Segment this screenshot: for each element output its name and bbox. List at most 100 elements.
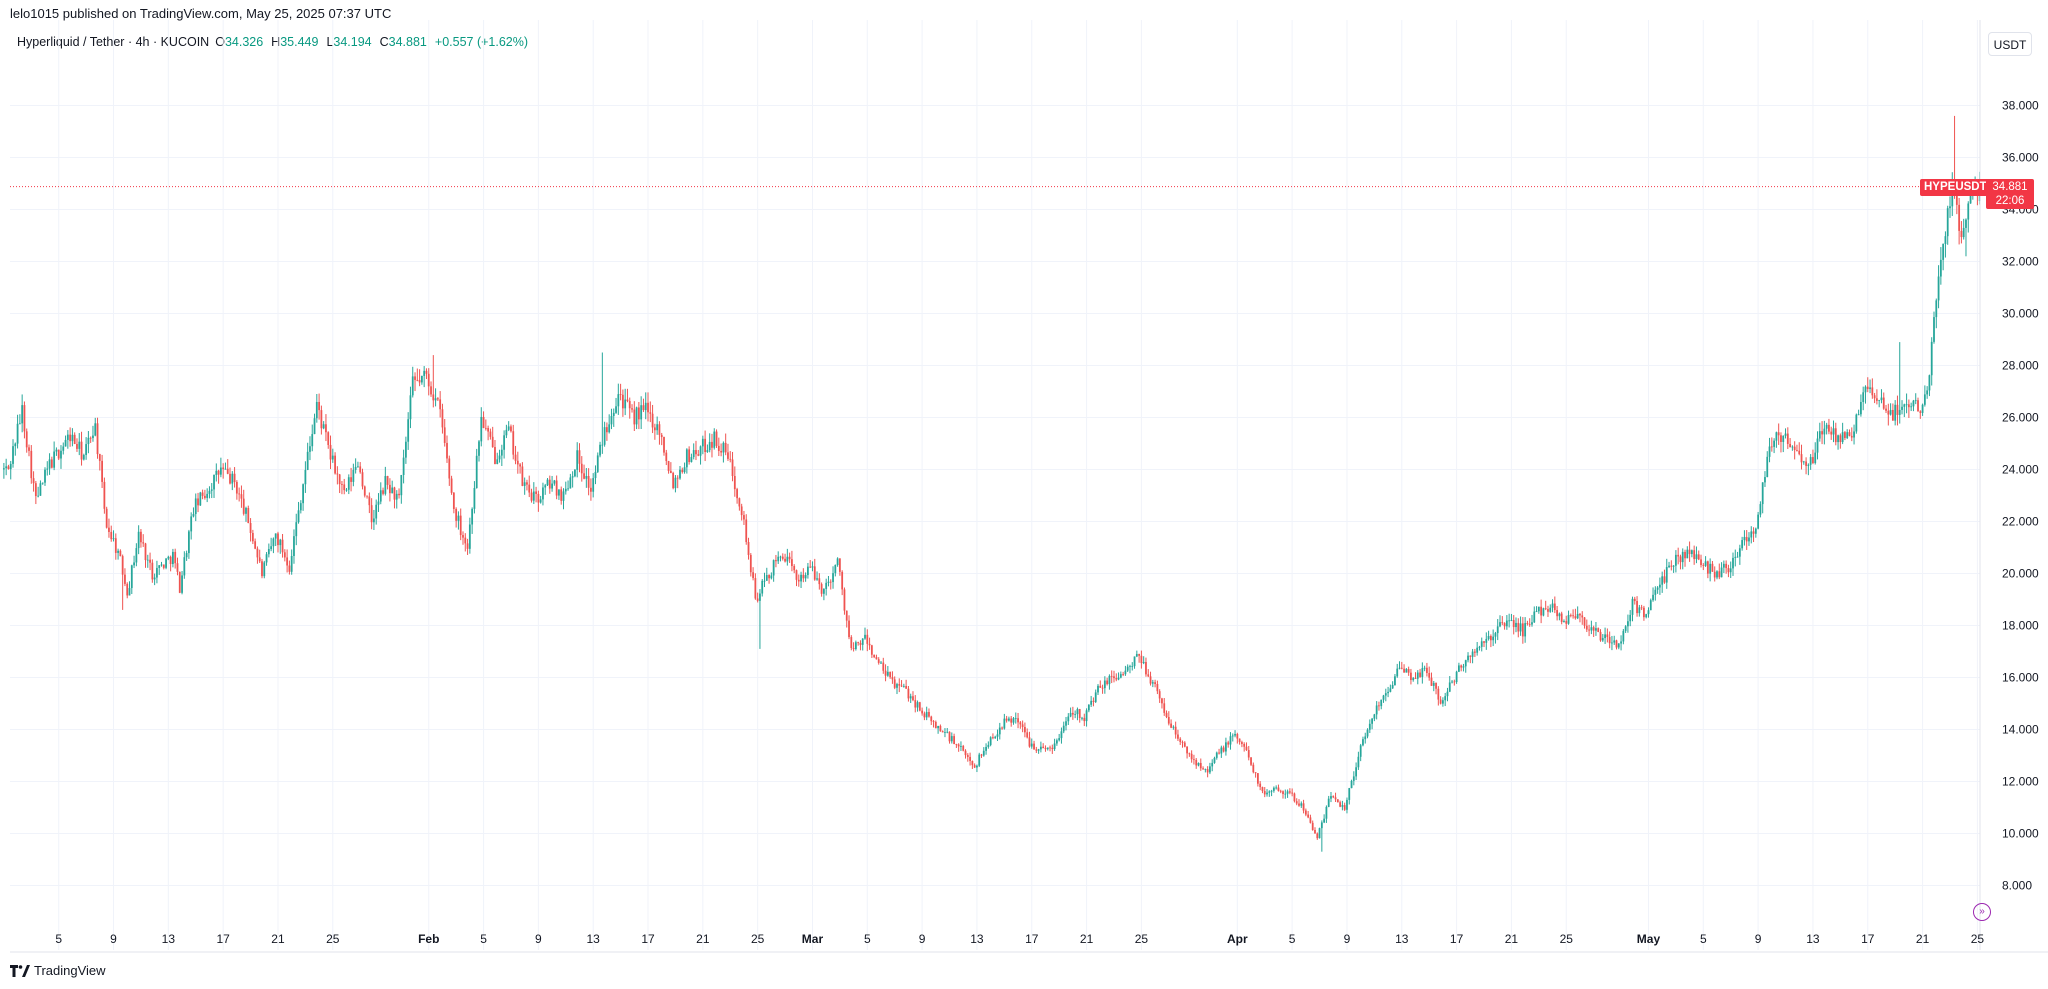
price-axis[interactable]: 8.00010.00012.00014.00016.00018.00020.00… — [2002, 99, 2039, 893]
candle-body — [1396, 668, 1399, 677]
candle-body — [1300, 803, 1303, 806]
candle — [98, 453, 101, 471]
candle-body — [14, 443, 17, 447]
candle — [420, 375, 423, 385]
candle-body — [567, 488, 569, 490]
candle — [1862, 386, 1865, 411]
candle — [1362, 736, 1364, 747]
candle — [1882, 392, 1885, 410]
candle-body — [105, 508, 108, 528]
candle-body — [327, 432, 330, 445]
candle — [1028, 731, 1031, 748]
candle-body — [1807, 464, 1810, 466]
candle — [377, 493, 380, 512]
candle-body — [736, 489, 738, 499]
candle-body — [1053, 743, 1056, 750]
candle-body — [1174, 726, 1177, 735]
candle — [873, 654, 876, 659]
candle-body — [73, 434, 76, 444]
goto-realtime-icon[interactable]: » — [1973, 903, 1991, 921]
candle — [1085, 708, 1088, 727]
candle — [1106, 677, 1109, 686]
candle — [1163, 698, 1166, 716]
candle-body — [60, 450, 62, 459]
candle-body — [877, 659, 880, 663]
candle-body — [1786, 433, 1789, 444]
candle — [190, 512, 193, 540]
candle-body — [181, 575, 183, 593]
candle-body — [1789, 443, 1791, 448]
candle-body — [439, 399, 442, 410]
candle — [1720, 562, 1723, 578]
candle-body — [1967, 203, 1970, 220]
candle — [1711, 561, 1714, 572]
candle — [1304, 808, 1307, 817]
candle-body — [1805, 461, 1807, 466]
candle-body — [822, 588, 825, 594]
time-tick-label: 5 — [55, 932, 62, 946]
candle — [1960, 221, 1963, 244]
candle — [1885, 404, 1887, 414]
candle — [1158, 689, 1161, 703]
candle — [822, 588, 825, 601]
candle-body — [1076, 709, 1079, 715]
candle-body — [1631, 598, 1634, 615]
candle-body — [571, 476, 574, 478]
candle — [1512, 615, 1515, 635]
candle-body — [121, 556, 124, 575]
candle — [544, 483, 547, 495]
candle — [487, 425, 490, 441]
candle-body — [763, 580, 766, 582]
candle-body — [574, 469, 576, 477]
candle-body — [836, 558, 839, 566]
candle-body — [827, 581, 830, 583]
candle-body — [1864, 386, 1867, 393]
candle — [854, 640, 857, 651]
candle-body — [1716, 571, 1718, 578]
candle-body — [331, 455, 334, 460]
candle-body — [1181, 741, 1184, 743]
candle — [1542, 607, 1545, 617]
candle — [1421, 662, 1424, 684]
candle — [1923, 385, 1926, 407]
candle — [583, 464, 585, 480]
candle — [1679, 554, 1682, 570]
candle-body — [126, 583, 129, 596]
candle-body — [1949, 206, 1951, 209]
candle-body — [37, 495, 40, 497]
time-axis[interactable]: 5 9 13 17 21 25 Feb 5 9 13 17 21 25 Mar 5 9 13 17 21 25 Apr 5… — [55, 932, 1984, 946]
candle — [1935, 298, 1938, 329]
candle-body — [208, 490, 211, 494]
candle-body — [1617, 643, 1620, 648]
candle — [66, 430, 69, 449]
candle — [838, 558, 841, 576]
candle-body — [1556, 610, 1559, 617]
candle — [140, 528, 142, 548]
candle — [1595, 621, 1597, 636]
candle — [1697, 550, 1700, 561]
candle-body — [1151, 682, 1154, 684]
candle-body — [891, 677, 894, 680]
candle-body — [1832, 428, 1835, 435]
candle — [1508, 613, 1511, 628]
candle — [706, 444, 709, 453]
candle — [731, 451, 734, 482]
candle — [523, 477, 526, 495]
candle — [1709, 558, 1712, 582]
candle-body — [523, 482, 526, 486]
candle-body — [1933, 317, 1935, 342]
currency-button[interactable]: USDT — [1988, 32, 2032, 56]
candle-body — [66, 434, 69, 440]
candle — [137, 525, 140, 555]
tradingview-brand[interactable]: TradingView — [10, 963, 106, 978]
candle — [626, 388, 629, 403]
candle-body — [32, 478, 35, 484]
candle-body — [626, 399, 629, 402]
candle-body — [1355, 767, 1358, 777]
candle — [870, 644, 873, 659]
candle — [1240, 740, 1243, 748]
candle — [1428, 666, 1431, 681]
candle-body — [1412, 678, 1415, 681]
tradingview-logo-icon — [10, 964, 30, 977]
